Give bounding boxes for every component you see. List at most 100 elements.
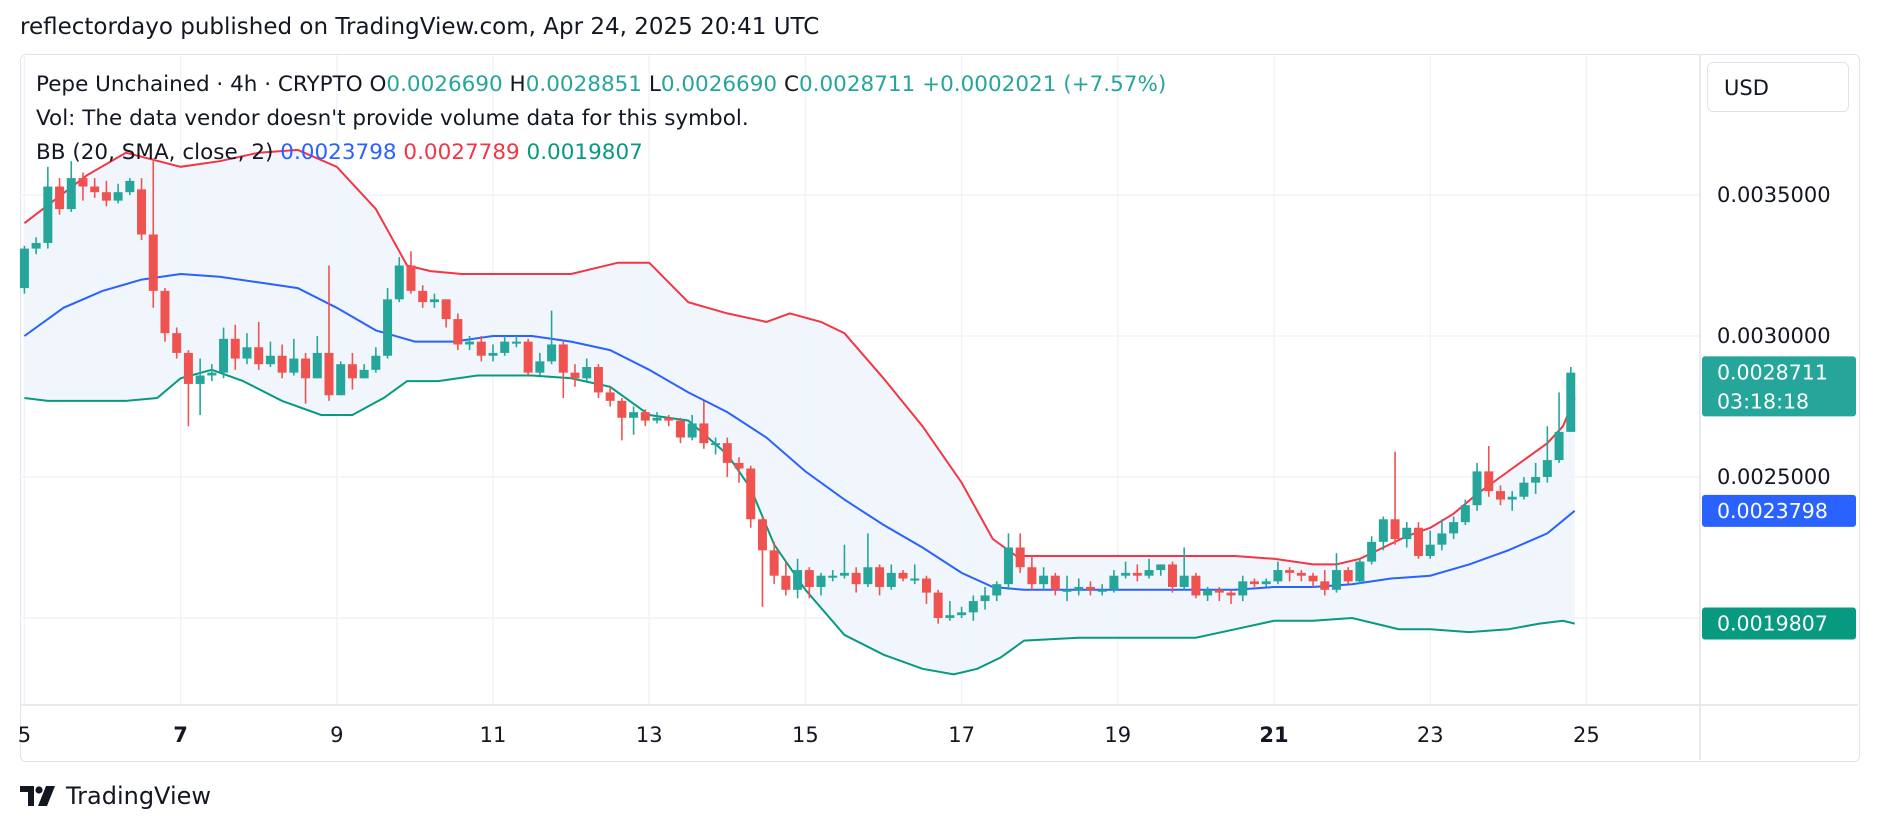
candle bbox=[312, 336, 322, 379]
candle-body bbox=[828, 575, 838, 578]
candle-body bbox=[711, 443, 721, 446]
candle-body bbox=[113, 192, 123, 201]
candle bbox=[1472, 462, 1482, 511]
candle-body bbox=[511, 341, 521, 344]
last-price-tag-countdown: 03:18:18 bbox=[1717, 389, 1809, 413]
last-price-tag-box bbox=[1702, 356, 1856, 417]
candle bbox=[1249, 578, 1259, 587]
time-tick-label: 9 bbox=[330, 723, 343, 747]
candle-body bbox=[183, 352, 193, 384]
candle-body bbox=[980, 595, 990, 602]
candle-body bbox=[1050, 575, 1060, 590]
candle bbox=[945, 601, 955, 621]
time-tick-label: 21 bbox=[1259, 723, 1288, 747]
candle bbox=[957, 606, 967, 618]
time-tick-label: 23 bbox=[1417, 723, 1444, 747]
candle bbox=[207, 364, 217, 382]
candle-body bbox=[289, 358, 299, 373]
candle-body bbox=[1285, 570, 1295, 573]
candle-body bbox=[1460, 505, 1470, 523]
candle bbox=[511, 336, 521, 348]
close-label: C bbox=[783, 72, 799, 97]
tradingview-logo-icon bbox=[20, 786, 55, 806]
candle bbox=[1144, 558, 1154, 579]
candle-body bbox=[804, 570, 814, 587]
candle-body bbox=[547, 344, 557, 362]
time-tick-label: 15 bbox=[792, 723, 819, 747]
bollinger-bands bbox=[23, 148, 1576, 676]
high-label: H bbox=[509, 72, 526, 97]
candle-body bbox=[406, 265, 416, 291]
last-price-tag-value: 0.0028711 bbox=[1717, 360, 1828, 384]
candle-body bbox=[1238, 581, 1248, 596]
candle bbox=[828, 570, 838, 582]
candle bbox=[1050, 572, 1060, 596]
candle bbox=[605, 386, 615, 407]
last-price-tag: 0.0028711 03:18:18 bbox=[1702, 356, 1856, 417]
candle bbox=[1285, 567, 1295, 582]
candle-body bbox=[1378, 519, 1388, 542]
candle-body bbox=[66, 178, 76, 210]
candle-body bbox=[1226, 592, 1236, 596]
candle bbox=[523, 338, 533, 376]
candle-body bbox=[558, 344, 568, 373]
candle bbox=[359, 364, 369, 379]
lower-band-tag: 0.0019807 bbox=[1702, 607, 1856, 640]
currency-selector[interactable]: USD bbox=[1707, 62, 1849, 112]
candle-body bbox=[488, 352, 498, 356]
candle bbox=[19, 245, 29, 294]
candle-body bbox=[757, 519, 767, 551]
candle bbox=[1156, 564, 1166, 576]
candle-body bbox=[301, 358, 311, 379]
candle-body bbox=[781, 575, 791, 590]
candle-body bbox=[1027, 567, 1037, 585]
candle bbox=[851, 567, 861, 593]
candle bbox=[148, 158, 158, 308]
time-tick-label: 11 bbox=[480, 723, 507, 747]
candle-body bbox=[1097, 589, 1107, 592]
candle-body bbox=[1449, 522, 1459, 534]
candle bbox=[675, 417, 685, 444]
candle-body bbox=[265, 355, 275, 365]
candle bbox=[160, 288, 170, 342]
candle bbox=[687, 414, 697, 441]
candle bbox=[406, 251, 416, 294]
price-tags: 0.00198070.00237980.00277890.002871103:1… bbox=[1702, 356, 1856, 640]
candle-body bbox=[31, 242, 41, 249]
candle-body bbox=[1273, 570, 1283, 582]
candle-body bbox=[195, 375, 205, 384]
candle bbox=[453, 313, 463, 351]
candle-body bbox=[933, 592, 943, 618]
candle bbox=[488, 344, 498, 362]
candle bbox=[1402, 522, 1412, 548]
candle bbox=[1109, 570, 1119, 593]
candle bbox=[593, 364, 603, 399]
candle-body bbox=[582, 367, 592, 379]
candle-body bbox=[687, 423, 697, 438]
candle bbox=[1367, 536, 1377, 565]
candle-body bbox=[160, 290, 170, 334]
bb-label[interactable]: BB (20, SMA, close, 2) bbox=[36, 140, 274, 165]
candle-body bbox=[1191, 575, 1201, 596]
candle-body bbox=[1495, 491, 1505, 500]
candle bbox=[183, 350, 193, 427]
tradingview-footer[interactable]: TradingView bbox=[20, 779, 211, 813]
candle bbox=[55, 178, 65, 215]
candle bbox=[301, 352, 311, 404]
candle-body bbox=[500, 341, 510, 353]
candle-body bbox=[957, 612, 967, 616]
candle bbox=[31, 237, 41, 255]
symbol-label[interactable]: Pepe Unchained · 4h · CRYPTO bbox=[36, 72, 363, 97]
candle bbox=[500, 336, 510, 356]
open-label: O bbox=[369, 72, 387, 97]
candle bbox=[582, 358, 592, 382]
candle bbox=[898, 570, 908, 582]
candle bbox=[617, 398, 627, 441]
lower-band-tag-value: 0.0019807 bbox=[1717, 611, 1828, 635]
publisher-header: reflectordayo published on TradingView.c… bbox=[20, 14, 820, 40]
candle-body bbox=[90, 186, 100, 193]
candle bbox=[968, 595, 978, 621]
candle bbox=[640, 409, 650, 427]
candle-body bbox=[1402, 527, 1412, 540]
